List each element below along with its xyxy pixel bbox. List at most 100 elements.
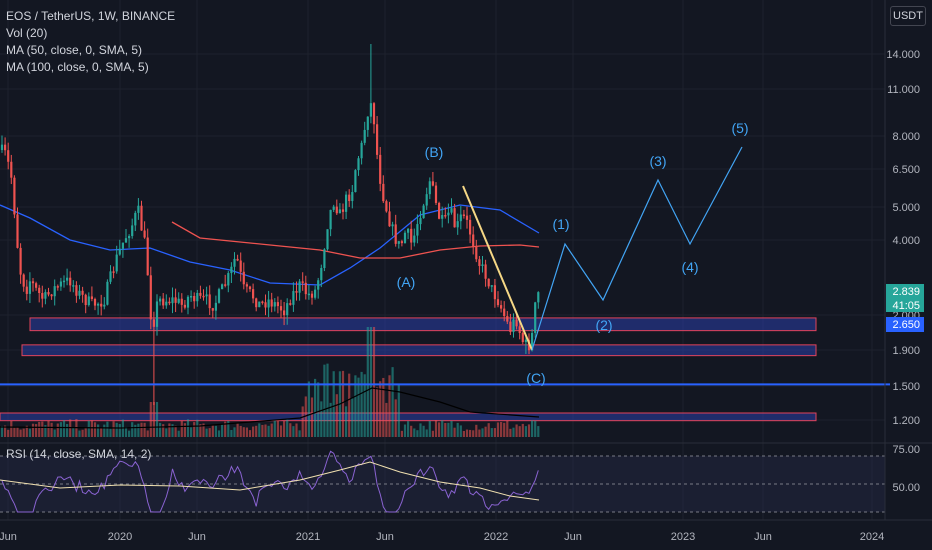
price-label-box <box>886 284 924 298</box>
candle-body <box>295 291 298 293</box>
volume-bar <box>155 402 159 437</box>
volume-bar <box>146 430 149 437</box>
time-tick-label: Jun <box>564 531 582 543</box>
time-tick-label: 2024 <box>860 531 884 543</box>
volume-bar <box>115 422 118 437</box>
candle-body <box>258 301 261 308</box>
candle-body <box>261 301 264 304</box>
candle-body <box>90 296 93 300</box>
vol-indicator-label[interactable]: Vol (20) <box>6 26 48 40</box>
volume-bar <box>506 420 509 437</box>
candle-body <box>304 282 307 295</box>
volume-bar <box>357 377 360 437</box>
candle-body <box>335 206 338 214</box>
candle-body <box>165 301 168 306</box>
price-tick-label: 1.500 <box>892 381 920 393</box>
candle-body <box>407 228 410 233</box>
volume-bar <box>69 419 72 437</box>
candle-body <box>503 308 506 317</box>
price-axis[interactable]: 14.00011.0008.0006.5005.0004.0002.0001.9… <box>884 0 924 520</box>
volume-bar <box>242 427 245 437</box>
candle-body <box>472 234 475 247</box>
volume-bar <box>13 427 16 437</box>
volume-bar <box>314 378 317 437</box>
rsi-indicator-label[interactable]: RSI (14, close, SMA, 14, 2) <box>6 447 152 461</box>
price-tick-label: 11.000 <box>887 84 920 96</box>
time-axis[interactable]: Jun 2020 Jun 2021 Jun 2022 Jun 2023 Jun 2024 <box>0 519 932 543</box>
candle-body <box>155 301 159 327</box>
candle-body <box>531 332 534 351</box>
candle-body <box>255 298 258 308</box>
volume-bar <box>407 421 410 437</box>
candle-body <box>106 281 109 305</box>
price-tick-label: 14.000 <box>886 49 920 61</box>
candle-body <box>59 281 62 287</box>
ma100-indicator-label[interactable]: MA (100, close, 0, SMA, 5) <box>6 60 149 74</box>
volume-bar <box>270 423 273 437</box>
candle-body <box>47 292 50 295</box>
volume-bar <box>487 423 490 437</box>
candle-body <box>78 290 81 296</box>
rsi-pane <box>0 442 932 513</box>
candle-body <box>487 278 490 287</box>
volume-bar <box>453 427 456 437</box>
volume-bar <box>258 423 261 437</box>
volume-bar <box>447 422 450 437</box>
volume-bar <box>317 382 320 437</box>
candle-body <box>456 221 459 228</box>
volume-bar <box>425 429 428 437</box>
volume-bar <box>527 424 531 437</box>
candle-body <box>332 206 335 210</box>
candle-body <box>202 295 205 298</box>
candle-body <box>478 259 481 266</box>
candle-body <box>264 302 267 308</box>
candle-body <box>171 297 174 304</box>
volume-bar <box>388 375 391 437</box>
candle-body <box>289 303 292 305</box>
candle-body <box>506 316 509 322</box>
candle-body <box>152 319 155 327</box>
volume-bar <box>298 430 301 437</box>
symbol-title[interactable]: EOS / TetherUS, 1W, BINANCE <box>6 9 176 23</box>
candle-body <box>403 232 407 244</box>
candle-body <box>227 273 230 286</box>
volume-bar <box>450 420 453 437</box>
candle-body <box>431 181 434 186</box>
candle-body <box>103 304 106 307</box>
volume-bar <box>348 373 351 437</box>
elliott-wave-drawing[interactable]: (A) (B) (C) (1) (2) (3) (4) (5) <box>397 120 749 386</box>
currency-badge[interactable]: USDT <box>890 6 926 26</box>
candle-body <box>354 170 357 193</box>
trendline <box>462 185 533 351</box>
volume-bar <box>190 427 193 437</box>
candle-body <box>53 286 56 297</box>
volume-bar <box>301 406 304 437</box>
candle-body <box>493 285 496 300</box>
volume-bar <box>90 420 93 437</box>
candle-body <box>475 246 478 260</box>
candle-body <box>376 124 379 155</box>
candle-body <box>416 224 419 236</box>
candle-body <box>168 301 171 304</box>
volume-bar <box>72 427 75 437</box>
candle-body <box>484 264 487 279</box>
volume-bar <box>490 428 493 437</box>
candle-body <box>118 248 121 255</box>
volume-bars <box>0 327 540 437</box>
candle-body <box>214 302 217 311</box>
ma100-line <box>171 221 540 259</box>
candle-body <box>469 219 472 235</box>
volume-bar <box>469 429 472 437</box>
price-tick-label: 6.500 <box>892 164 920 176</box>
supply-demand-zones <box>0 317 817 422</box>
ma50-indicator-label[interactable]: MA (50, close, 0, SMA, 5) <box>6 43 143 57</box>
price-label-text: 2.650 <box>892 319 920 331</box>
price-label-text: 2.839 <box>892 286 920 298</box>
candle-body <box>413 235 416 243</box>
volume-bar <box>496 422 500 437</box>
candle-body <box>124 238 128 243</box>
volume-bar <box>459 425 462 437</box>
volume-bar <box>332 371 335 437</box>
candle-body <box>221 284 224 290</box>
